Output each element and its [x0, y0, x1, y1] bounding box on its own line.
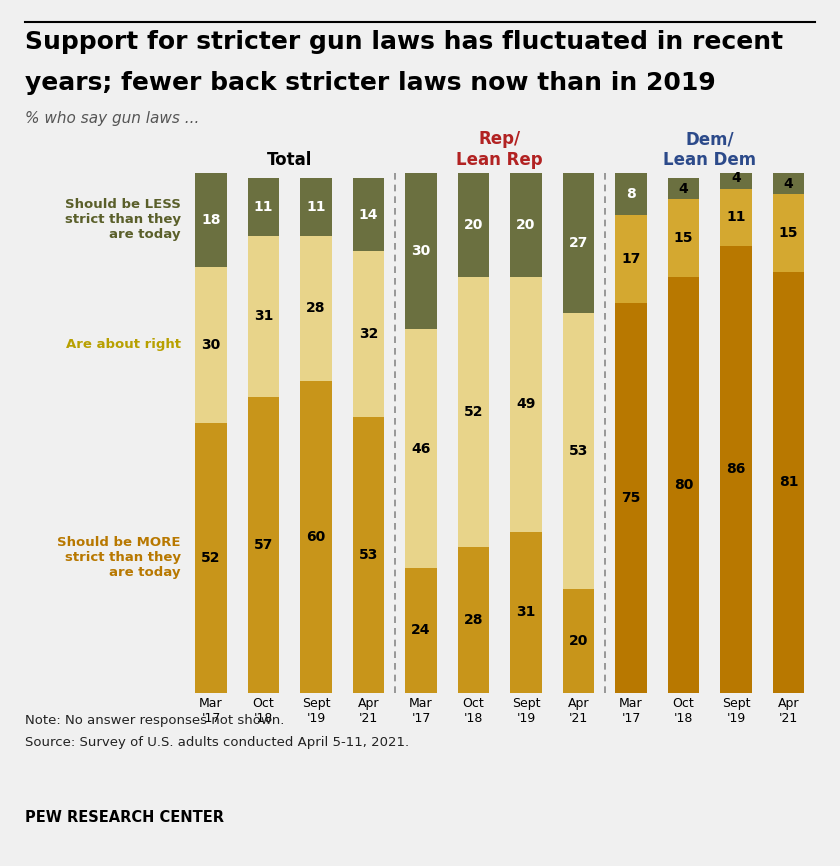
Bar: [721, 168, 752, 189]
Text: 32: 32: [359, 327, 378, 341]
Bar: [405, 173, 437, 329]
Bar: [668, 277, 699, 693]
Text: 31: 31: [517, 605, 536, 619]
Bar: [458, 277, 489, 547]
Title: Dem/
Lean Dem: Dem/ Lean Dem: [664, 130, 756, 169]
Title: Total: Total: [267, 151, 312, 169]
Bar: [773, 272, 805, 693]
Text: 75: 75: [622, 491, 641, 505]
Text: PEW RESEARCH CENTER: PEW RESEARCH CENTER: [25, 810, 224, 824]
Text: 57: 57: [254, 538, 273, 552]
Text: 11: 11: [254, 200, 273, 214]
Bar: [248, 397, 279, 693]
Text: 28: 28: [464, 613, 483, 627]
Text: 15: 15: [674, 231, 693, 245]
Text: 80: 80: [674, 478, 693, 492]
Text: 4: 4: [784, 177, 794, 191]
Text: Note: No answer responses not shown.: Note: No answer responses not shown.: [25, 714, 285, 727]
Text: 17: 17: [622, 252, 641, 266]
Text: Source: Survey of U.S. adults conducted April 5-11, 2021.: Source: Survey of U.S. adults conducted …: [25, 736, 409, 749]
Bar: [458, 547, 489, 693]
Text: 20: 20: [569, 634, 588, 648]
Bar: [405, 568, 437, 693]
Bar: [301, 236, 332, 381]
Text: 81: 81: [779, 475, 798, 489]
Bar: [773, 173, 805, 194]
Text: 4: 4: [731, 171, 741, 185]
Text: Support for stricter gun laws has fluctuated in recent: Support for stricter gun laws has fluctu…: [25, 30, 784, 55]
Bar: [248, 178, 279, 236]
Bar: [721, 246, 752, 693]
Text: 49: 49: [517, 397, 536, 411]
Bar: [615, 215, 647, 303]
Bar: [196, 267, 227, 423]
Bar: [668, 199, 699, 277]
Bar: [353, 178, 384, 251]
Text: % who say gun laws ...: % who say gun laws ...: [25, 111, 200, 126]
Bar: [668, 178, 699, 199]
Text: Should be LESS
strict than they
are today: Should be LESS strict than they are toda…: [65, 198, 181, 242]
Bar: [511, 532, 542, 693]
Bar: [301, 381, 332, 693]
Text: 28: 28: [307, 301, 326, 315]
Bar: [511, 173, 542, 277]
Text: 53: 53: [569, 444, 588, 458]
Text: 31: 31: [254, 309, 273, 323]
Text: 27: 27: [569, 236, 588, 250]
Bar: [615, 303, 647, 693]
Bar: [511, 277, 542, 532]
Bar: [615, 173, 647, 215]
Text: 46: 46: [412, 442, 431, 456]
Title: Rep/
Lean Rep: Rep/ Lean Rep: [456, 130, 543, 169]
Text: years; fewer back stricter laws now than in 2019: years; fewer back stricter laws now than…: [25, 71, 716, 95]
Text: 14: 14: [359, 208, 378, 222]
Text: 24: 24: [412, 624, 431, 637]
Bar: [353, 251, 384, 417]
Text: 53: 53: [359, 548, 378, 562]
Text: 15: 15: [779, 226, 798, 240]
Text: 4: 4: [679, 182, 689, 196]
Bar: [563, 313, 595, 589]
Bar: [196, 423, 227, 693]
Bar: [458, 173, 489, 277]
Bar: [721, 189, 752, 246]
Text: 30: 30: [412, 244, 431, 258]
Text: 20: 20: [517, 218, 536, 232]
Text: 11: 11: [727, 210, 746, 224]
Bar: [563, 173, 595, 313]
Text: Should be MORE
strict than they
are today: Should be MORE strict than they are toda…: [57, 536, 181, 579]
Text: 52: 52: [202, 551, 221, 565]
Bar: [405, 329, 437, 568]
Bar: [563, 589, 595, 693]
Bar: [196, 173, 227, 267]
Text: 18: 18: [202, 213, 221, 227]
Text: 8: 8: [626, 187, 636, 201]
Text: 60: 60: [307, 530, 326, 544]
Bar: [773, 194, 805, 272]
Bar: [248, 236, 279, 397]
Text: 52: 52: [464, 405, 483, 419]
Text: 20: 20: [464, 218, 483, 232]
Text: 30: 30: [202, 338, 221, 352]
Text: 86: 86: [727, 462, 746, 476]
Text: 11: 11: [307, 200, 326, 214]
Bar: [353, 417, 384, 693]
Bar: [301, 178, 332, 236]
Text: Are about right: Are about right: [66, 338, 181, 352]
